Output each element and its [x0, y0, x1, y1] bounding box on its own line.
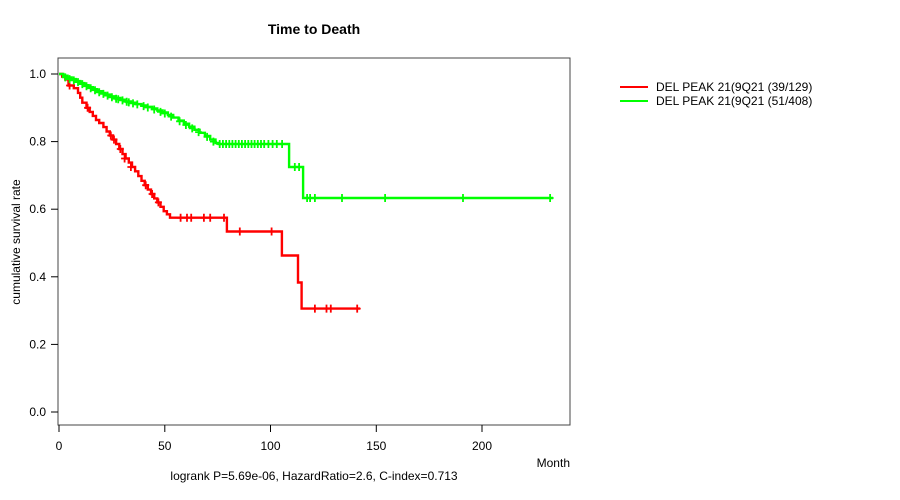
legend-entry-red-group: DEL PEAK 21(9Q21 (39/129) — [620, 80, 812, 94]
y-tick-label: 0.0 — [29, 405, 46, 419]
statistics-annotation: logrank P=5.69e-06, HazardRatio=2.6, C-i… — [170, 469, 458, 483]
censor-marks-red — [66, 81, 361, 313]
y-tick-label: 0.4 — [29, 270, 46, 284]
green-line-swatch — [620, 99, 648, 103]
chart-title: Time to Death — [267, 21, 361, 37]
x-tick-label: 50 — [158, 439, 172, 453]
y-tick-label: 0.6 — [29, 202, 46, 216]
y-tick-label: 0.2 — [29, 337, 46, 351]
censor-marks-green — [61, 73, 554, 202]
plot-frame — [57, 57, 571, 426]
x-tick-label: 100 — [260, 439, 280, 453]
legend-label-green-group: DEL PEAK 21(9Q21 (51/408) — [656, 94, 813, 108]
x-tick-label: 200 — [472, 439, 492, 453]
survival-curve-green — [59, 72, 554, 200]
legend-label-red-group: DEL PEAK 21(9Q21 (39/129) — [656, 80, 813, 94]
x-tick-label: 150 — [366, 439, 386, 453]
x-tick-label: 0 — [56, 439, 63, 453]
x-axis-label: Month — [536, 456, 570, 470]
y-tick-label: 1.0 — [29, 67, 46, 81]
y-tick-label: 0.8 — [29, 135, 46, 149]
red-line-swatch — [620, 85, 648, 89]
legend-entry-green-group: DEL PEAK 21(9Q21 (51/408) — [620, 94, 812, 108]
y-axis-label: cumulative survival rate — [9, 179, 23, 305]
legend: DEL PEAK 21(9Q21 (39/129) DEL PEAK 21(9Q… — [620, 80, 812, 108]
survival-curve-red — [59, 72, 360, 310]
